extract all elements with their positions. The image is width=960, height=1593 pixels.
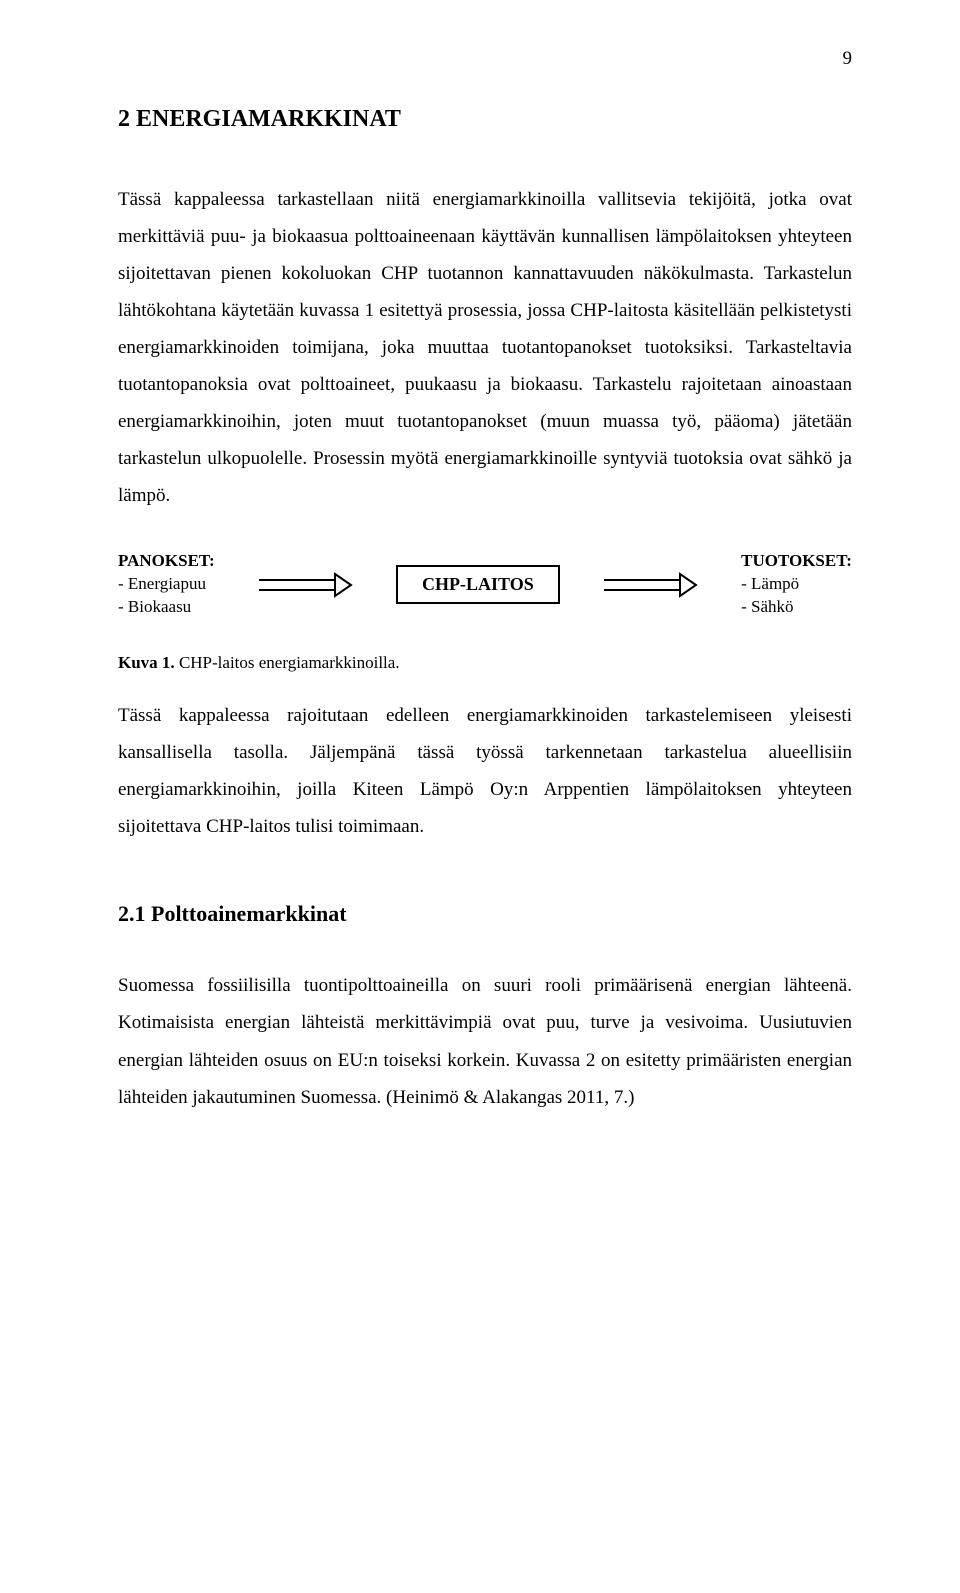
paragraph-2: Tässä kappaleessa rajoitutaan edelleen e… <box>118 697 852 845</box>
diagram-inputs-heading: PANOKSET: <box>118 550 215 573</box>
diagram-output-item: - Sähkö <box>741 596 852 619</box>
diagram-outputs: TUOTOKSET: - Lämpö - Sähkö <box>741 550 852 619</box>
document-page: 9 2 ENERGIAMARKKINAT Tässä kappaleessa t… <box>0 0 960 1212</box>
paragraph-3: Suomessa fossiilisilla tuontipolttoainei… <box>118 967 852 1115</box>
diagram-center-box: CHP-LAITOS <box>396 565 560 604</box>
arrow-icon <box>602 572 698 598</box>
figure-caption: Kuva 1. CHP-laitos energiamarkkinoilla. <box>118 653 852 673</box>
diagram-chp: PANOKSET: - Energiapuu - Biokaasu CHP-LA… <box>118 550 852 619</box>
diagram-input-item: - Energiapuu <box>118 573 215 596</box>
diagram-outputs-heading: TUOTOKSET: <box>741 550 852 573</box>
paragraph-1: Tässä kappaleessa tarkastellaan niitä en… <box>118 181 852 514</box>
diagram-output-item: - Lämpö <box>741 573 852 596</box>
diagram-inputs: PANOKSET: - Energiapuu - Biokaasu <box>118 550 215 619</box>
diagram-input-item: - Biokaasu <box>118 596 215 619</box>
arrow-icon <box>257 572 353 598</box>
subsection-heading: 2.1 Polttoainemarkkinat <box>118 901 852 927</box>
section-heading: 2 ENERGIAMARKKINAT <box>118 106 852 133</box>
page-number: 9 <box>118 48 852 70</box>
caption-text: CHP-laitos energiamarkkinoilla. <box>175 653 400 672</box>
caption-label: Kuva 1. <box>118 653 175 672</box>
